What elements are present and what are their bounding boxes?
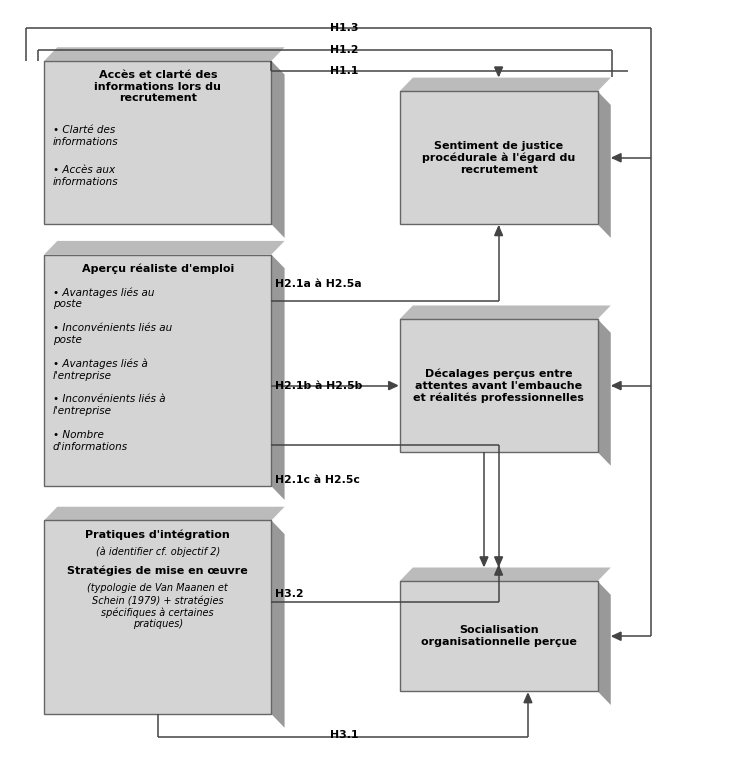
Polygon shape bbox=[598, 91, 611, 238]
FancyBboxPatch shape bbox=[399, 91, 598, 224]
Text: Stratégies de mise en œuvre: Stratégies de mise en œuvre bbox=[67, 566, 248, 577]
Text: Socialisation
organisationnelle perçue: Socialisation organisationnelle perçue bbox=[420, 625, 577, 647]
Text: Aperçu réaliste d'emploi: Aperçu réaliste d'emploi bbox=[82, 264, 234, 274]
Polygon shape bbox=[598, 319, 611, 466]
Polygon shape bbox=[389, 381, 397, 390]
Polygon shape bbox=[612, 153, 621, 162]
Polygon shape bbox=[494, 557, 503, 566]
Polygon shape bbox=[494, 67, 503, 76]
FancyBboxPatch shape bbox=[44, 61, 272, 224]
Text: H1.3: H1.3 bbox=[330, 23, 358, 33]
Polygon shape bbox=[272, 521, 284, 728]
Text: (typologie de Van Maanen et
Schein (1979) + stratégies
spécifiques à certaines
p: (typologie de Van Maanen et Schein (1979… bbox=[88, 584, 228, 629]
Polygon shape bbox=[399, 78, 611, 91]
Polygon shape bbox=[272, 254, 284, 500]
Polygon shape bbox=[612, 381, 621, 390]
Text: (à identifier cf. objectif 2): (à identifier cf. objectif 2) bbox=[96, 547, 220, 557]
Polygon shape bbox=[494, 226, 503, 236]
Polygon shape bbox=[480, 557, 488, 566]
FancyBboxPatch shape bbox=[44, 254, 272, 486]
Text: • Clarté des
informations: • Clarté des informations bbox=[53, 126, 118, 147]
Text: H1.1: H1.1 bbox=[330, 66, 358, 76]
Text: H2.1b à H2.5b: H2.1b à H2.5b bbox=[275, 381, 363, 391]
Text: Accès et clarté des
informations lors du
recrutement: Accès et clarté des informations lors du… bbox=[94, 70, 221, 103]
Polygon shape bbox=[44, 241, 284, 254]
Polygon shape bbox=[524, 694, 532, 703]
Polygon shape bbox=[399, 305, 611, 319]
FancyBboxPatch shape bbox=[399, 581, 598, 691]
FancyBboxPatch shape bbox=[399, 319, 598, 452]
Text: • Inconvénients liés à
l'entreprise: • Inconvénients liés à l'entreprise bbox=[53, 394, 165, 416]
Polygon shape bbox=[598, 581, 611, 705]
Text: Décalages perçus entre
attentes avant l'embauche
et réalités professionnelles: Décalages perçus entre attentes avant l'… bbox=[413, 368, 584, 403]
Text: • Inconvénients liés au
poste: • Inconvénients liés au poste bbox=[53, 323, 172, 345]
Text: • Accès aux
informations: • Accès aux informations bbox=[53, 165, 118, 187]
Text: Sentiment de justice
procédurale à l'égard du
recrutement: Sentiment de justice procédurale à l'éga… bbox=[422, 141, 575, 174]
Polygon shape bbox=[44, 47, 284, 61]
Text: H2.1a à H2.5a: H2.1a à H2.5a bbox=[275, 279, 362, 289]
Polygon shape bbox=[44, 507, 284, 521]
Text: Pratiques d'intégration: Pratiques d'intégration bbox=[85, 529, 230, 540]
FancyBboxPatch shape bbox=[44, 521, 272, 714]
Text: H2.1c à H2.5c: H2.1c à H2.5c bbox=[275, 475, 360, 485]
Text: • Nombre
d'informations: • Nombre d'informations bbox=[53, 430, 128, 452]
Text: H3.2: H3.2 bbox=[275, 589, 304, 599]
Polygon shape bbox=[494, 566, 503, 575]
Text: • Avantages liés au
poste: • Avantages liés au poste bbox=[53, 288, 154, 309]
Polygon shape bbox=[272, 61, 284, 238]
Polygon shape bbox=[612, 632, 621, 640]
Text: H3.1: H3.1 bbox=[330, 729, 358, 739]
Polygon shape bbox=[399, 567, 611, 581]
Text: • Avantages liés à
l'entreprise: • Avantages liés à l'entreprise bbox=[53, 359, 148, 381]
Text: H1.2: H1.2 bbox=[330, 44, 358, 54]
